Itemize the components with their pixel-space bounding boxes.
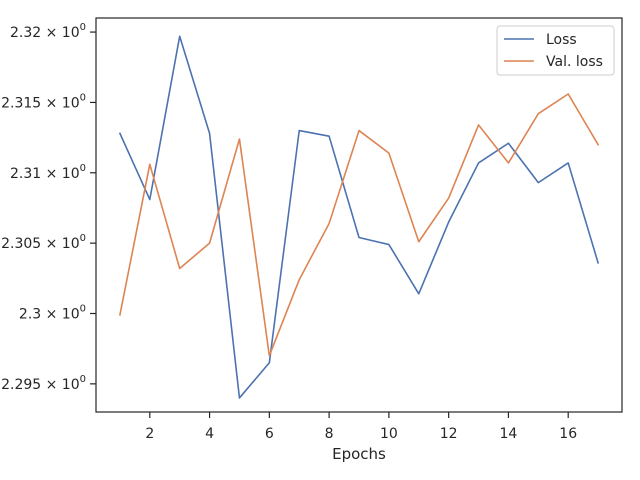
x-tick-label: 16 bbox=[559, 426, 577, 442]
legend-label-val-loss: Val. loss bbox=[546, 54, 603, 70]
x-tick-label: 8 bbox=[325, 426, 334, 442]
y-tick-label: 2.3 × 100 bbox=[19, 304, 86, 323]
x-tick-label: 14 bbox=[500, 426, 518, 442]
series-line-loss bbox=[118, 35, 600, 399]
series-layer bbox=[118, 35, 600, 399]
y-axis-ticks: 2.295 × 100 2.3 × 100 2.305 × 100 2.31 × 10… bbox=[1, 22, 96, 393]
legend-label-loss: Loss bbox=[546, 32, 577, 48]
y-tick-label: 2.315 × 100 bbox=[1, 92, 86, 111]
series-line-val-loss bbox=[118, 93, 600, 357]
plot-background bbox=[96, 18, 622, 412]
x-tick-label: 4 bbox=[205, 426, 214, 442]
y-tick-label: 2.32 × 100 bbox=[10, 22, 86, 41]
legend: Loss Val. loss bbox=[496, 25, 615, 76]
y-tick-label: 2.31 × 100 bbox=[10, 163, 86, 182]
x-axis-label: Epochs bbox=[332, 445, 386, 463]
y-tick-label: 2.305 × 100 bbox=[1, 233, 86, 252]
x-tick-label: 10 bbox=[380, 426, 398, 442]
x-axis-ticks: 2 4 6 8 10 12 14 16 bbox=[145, 412, 577, 442]
x-tick-label: 12 bbox=[440, 426, 458, 442]
y-tick-label: 2.295 × 100 bbox=[1, 374, 86, 393]
plot-frame bbox=[95, 17, 623, 413]
x-tick-label: 2 bbox=[145, 426, 154, 442]
x-tick-label: 6 bbox=[265, 426, 274, 442]
